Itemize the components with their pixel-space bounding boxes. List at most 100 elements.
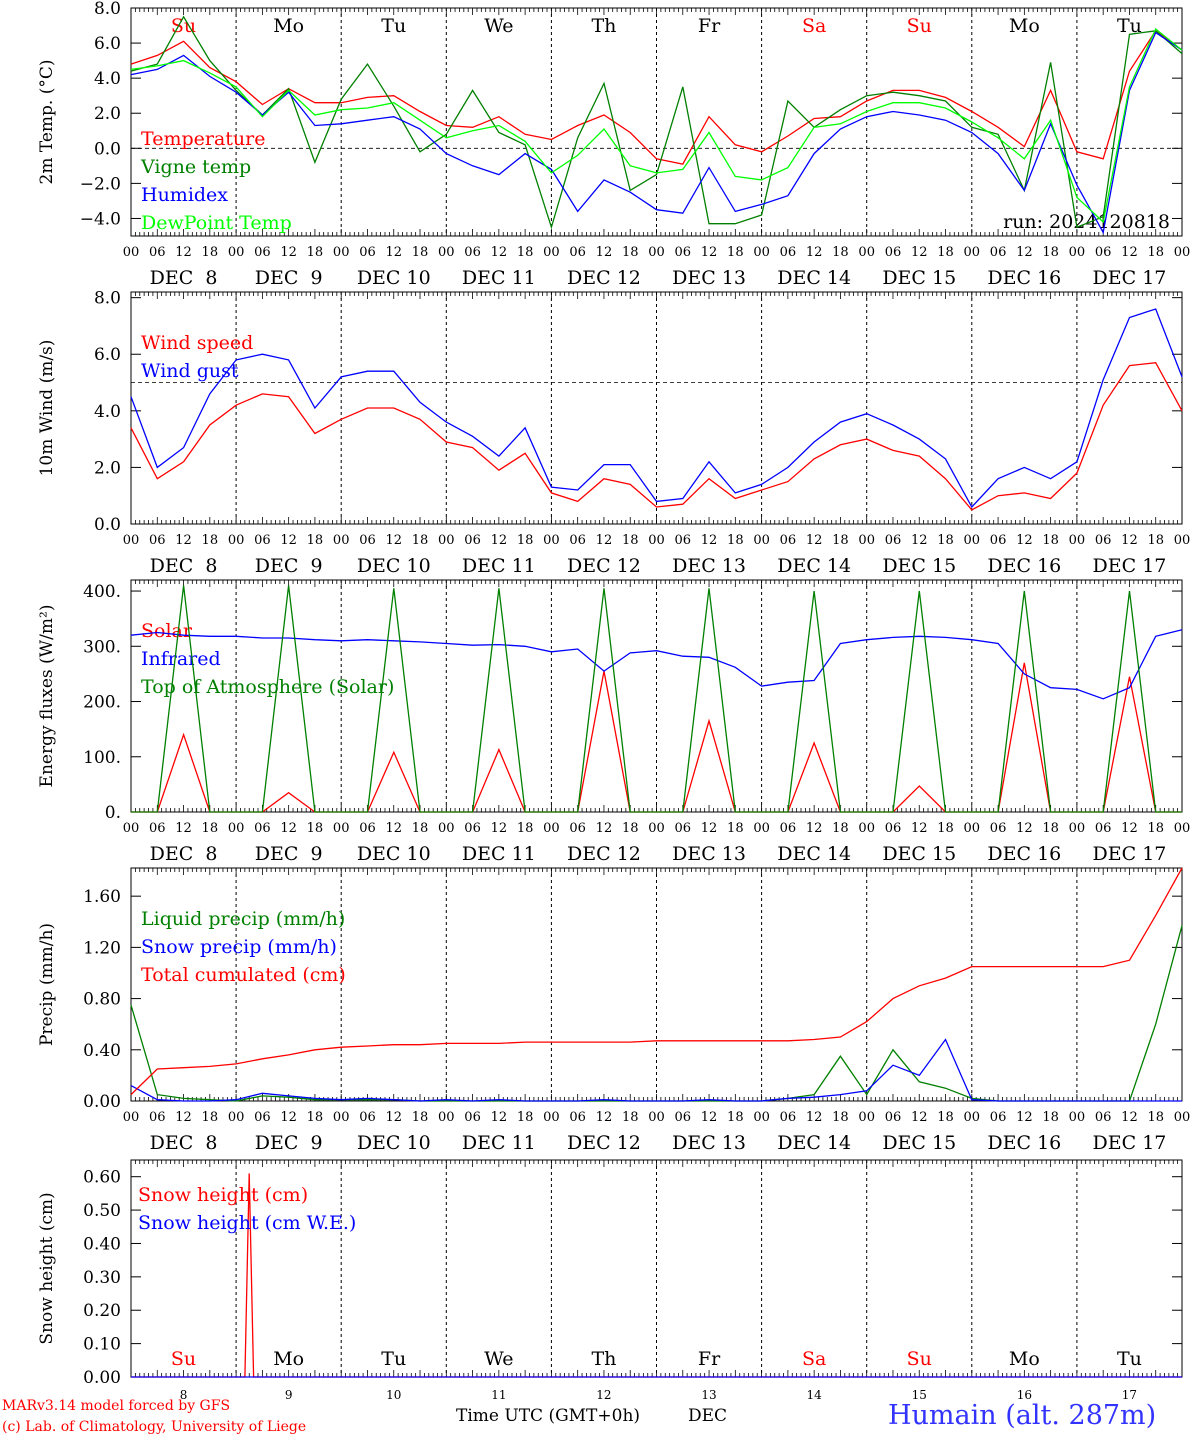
y-tick-label: 2.0 [94, 458, 121, 478]
x-date-label: DEC 8 [150, 1132, 218, 1154]
y-tick-label: 200. [83, 693, 121, 713]
x-hour-label: 18 [937, 245, 954, 260]
x-hour-label: 12 [385, 245, 402, 260]
x-hour-label: 12 [280, 821, 297, 836]
x-hour-label: 06 [254, 1110, 271, 1125]
x-hour-label: 06 [464, 533, 481, 548]
x-hour-label: 00 [1174, 245, 1191, 260]
series-line-red [130, 867, 1183, 1096]
x-hour-label: 00 [123, 245, 140, 260]
x-hour-label: 00 [333, 245, 350, 260]
x-date-label: DEC 9 [255, 267, 323, 289]
legend-entry: Temperature [141, 128, 265, 150]
x-hour-label: 12 [1016, 821, 1033, 836]
x-hour-label: 00 [1174, 821, 1191, 836]
x-date-label: DEC 8 [150, 267, 218, 289]
x-hour-label: 12 [911, 1110, 928, 1125]
day-number-label: 12 [596, 1388, 611, 1402]
x-hour-label: 00 [228, 1110, 245, 1125]
x-hour-label: 00 [438, 533, 455, 548]
x-hour-label: 00 [648, 1110, 665, 1125]
y-tick-label: 0.60 [83, 1168, 121, 1188]
x-hour-label: 12 [701, 245, 718, 260]
y-tick-label: 0.80 [83, 990, 121, 1010]
x-hour-label: 00 [1174, 1110, 1191, 1125]
x-axis-title: Time UTC (GMT+0h) [456, 1406, 641, 1426]
x-hour-label: 18 [727, 821, 744, 836]
x-date-label: DEC 14 [777, 843, 851, 865]
x-hour-label: 12 [596, 1110, 613, 1125]
x-hour-label: 00 [648, 821, 665, 836]
x-hour-label: 18 [727, 533, 744, 548]
chart-panel-3: 0. 100. 200. 300. 400. Energy fluxes (W/m²) 00… [37, 579, 1191, 865]
series-line-lightgreen [130, 27, 1183, 224]
x-hour-label: 18 [517, 1110, 534, 1125]
x-hour-label: 06 [149, 1110, 166, 1125]
x-date-label: DEC 9 [255, 1132, 323, 1154]
legend-entry: Wind speed [141, 332, 253, 354]
x-hour-label: 18 [517, 533, 534, 548]
series-line-blue [130, 31, 1183, 235]
x-hour-label: 00 [228, 245, 245, 260]
x-date-label: DEC 11 [462, 1132, 536, 1154]
x-hour-label: 06 [464, 245, 481, 260]
x-hour-label: 00 [964, 245, 981, 260]
x-date-label: DEC 11 [462, 555, 536, 577]
y-tick-label: 6.0 [94, 34, 121, 54]
day-number-label: 16 [1017, 1388, 1032, 1402]
x-hour-label: 06 [1095, 1110, 1112, 1125]
x-hour-label: 00 [228, 821, 245, 836]
legend-entry: Wind gust [141, 360, 239, 382]
x-date-label: DEC 12 [567, 555, 641, 577]
x-hour-label: 00 [858, 533, 875, 548]
x-hour-label: 06 [780, 1110, 797, 1125]
y-tick-label: 100. [83, 748, 121, 768]
run-label: run: 2024120818 [1003, 211, 1170, 233]
y-tick-label: 0.40 [83, 1234, 121, 1254]
legend-entry: Total cumulated (cm) [141, 964, 346, 986]
x-date-label: DEC 15 [882, 267, 956, 289]
x-hour-label: 12 [280, 245, 297, 260]
series-line-blue [130, 308, 1183, 509]
x-hour-label: 12 [385, 533, 402, 548]
x-date-label: DEC 10 [357, 267, 431, 289]
x-date-label: DEC 17 [1093, 267, 1167, 289]
x-hour-label: 18 [727, 245, 744, 260]
x-hour-label: 00 [1069, 821, 1086, 836]
x-hour-label: 06 [780, 533, 797, 548]
y-tick-label: 0.00 [83, 1092, 121, 1112]
legend-entry: Infrared [141, 648, 221, 670]
y-tick-label: −2.0 [80, 174, 121, 194]
x-hour-label: 12 [491, 1110, 508, 1125]
x-hour-label: 12 [1016, 533, 1033, 548]
x-hour-label: 06 [885, 533, 902, 548]
x-hour-label: 18 [727, 1110, 744, 1125]
x-hour-label: 06 [885, 245, 902, 260]
x-hour-label: 12 [911, 821, 928, 836]
x-hour-label: 12 [1121, 1110, 1138, 1125]
x-date-label: DEC 8 [150, 843, 218, 865]
y-tick-label: 0.40 [83, 1041, 121, 1061]
x-hour-label: 18 [202, 821, 219, 836]
day-of-week-label: We [484, 1348, 513, 1370]
x-hour-label: 18 [937, 533, 954, 548]
x-hour-label: 00 [1069, 533, 1086, 548]
y-axis-title: 2m Temp. (°C) [37, 59, 57, 184]
x-hour-label: 00 [333, 533, 350, 548]
x-hour-label: 06 [675, 533, 692, 548]
x-date-label: DEC 12 [567, 267, 641, 289]
x-hour-label: 18 [832, 821, 849, 836]
day-number-label: 17 [1122, 1388, 1137, 1402]
x-hour-label: 12 [491, 821, 508, 836]
x-hour-label: 18 [412, 533, 429, 548]
day-number-label: 15 [912, 1388, 927, 1402]
x-date-label: DEC 10 [357, 555, 431, 577]
x-hour-label: 06 [780, 245, 797, 260]
x-hour-label: 18 [622, 245, 639, 260]
x-hour-label: 12 [1121, 821, 1138, 836]
x-date-label: DEC 11 [462, 843, 536, 865]
x-hour-label: 06 [990, 533, 1007, 548]
x-hour-label: 00 [123, 821, 140, 836]
station-name: Humain (alt. 287m) [888, 1400, 1157, 1431]
y-axis-title: 10m Wind (m/s) [37, 340, 57, 477]
